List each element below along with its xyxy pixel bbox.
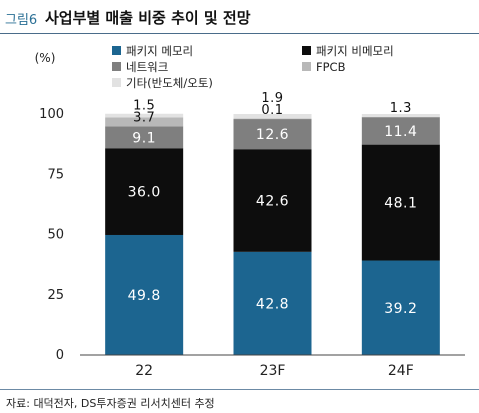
data-label: 9.1 — [132, 130, 156, 146]
data-label: 3.7 — [133, 110, 155, 125]
bar-segment — [105, 234, 184, 355]
legend-swatch — [302, 46, 311, 55]
data-label: 1.9 — [261, 91, 283, 106]
data-label: 42.8 — [256, 296, 289, 312]
y-tick-label: 75 — [47, 167, 64, 182]
legend-swatch — [302, 62, 311, 71]
header-rule — [0, 33, 479, 34]
y-axis-label: (%) — [35, 51, 56, 65]
y-tick-label: 100 — [39, 107, 64, 122]
bar-segment — [361, 117, 440, 145]
legend-swatch — [112, 62, 121, 71]
data-label: 42.6 — [256, 194, 289, 210]
bar-segment — [105, 126, 184, 149]
y-tick-label: 25 — [47, 288, 64, 303]
footer-rule — [0, 389, 479, 390]
bar-segment — [105, 113, 184, 118]
legend-swatch — [112, 46, 121, 55]
figure-header: 그림6 사업부별 매출 비중 추이 및 전망 — [0, 0, 479, 34]
figure-title: 사업부별 매출 비중 추이 및 전망 — [45, 9, 251, 27]
y-tick-label: 0 — [56, 348, 64, 363]
data-label: 11.4 — [384, 124, 417, 140]
data-label: 1.3 — [390, 101, 412, 116]
legend-label: 네트워크 — [126, 60, 168, 74]
legend-label: FPCB — [316, 60, 346, 74]
data-label: 49.8 — [128, 288, 161, 304]
legend-label: 기타(반도체/오토) — [126, 76, 213, 90]
bar-segment — [233, 114, 312, 119]
bar-segment — [233, 118, 312, 120]
bar-segment — [361, 260, 440, 355]
data-label: 12.6 — [256, 127, 289, 143]
bar-segment — [361, 114, 440, 118]
x-tick-label: 23F — [260, 363, 286, 379]
bar-segment — [233, 149, 312, 252]
bar-segment — [233, 118, 312, 150]
bar-segment — [361, 144, 440, 261]
data-label: 0.1 — [261, 103, 283, 118]
x-tick-label: 24F — [388, 363, 414, 379]
source-note: 자료: 대덕전자, DS투자증권 리서치센터 추정 — [6, 397, 215, 410]
legend-label: 패키지 메모리 — [126, 44, 193, 58]
bar-segment — [105, 117, 184, 127]
data-label: 48.1 — [384, 196, 417, 212]
legend-swatch — [112, 78, 121, 87]
x-tick-label: 22 — [135, 363, 153, 379]
figure-number: 그림6 — [5, 13, 38, 28]
data-label: 39.2 — [384, 301, 417, 317]
data-label: 36.0 — [128, 185, 161, 201]
y-tick-label: 50 — [47, 228, 64, 243]
legend-label: 패키지 비메모리 — [316, 44, 394, 58]
data-label: 1.5 — [133, 98, 155, 113]
bar-segment — [105, 148, 184, 235]
bar-segment — [233, 251, 312, 355]
